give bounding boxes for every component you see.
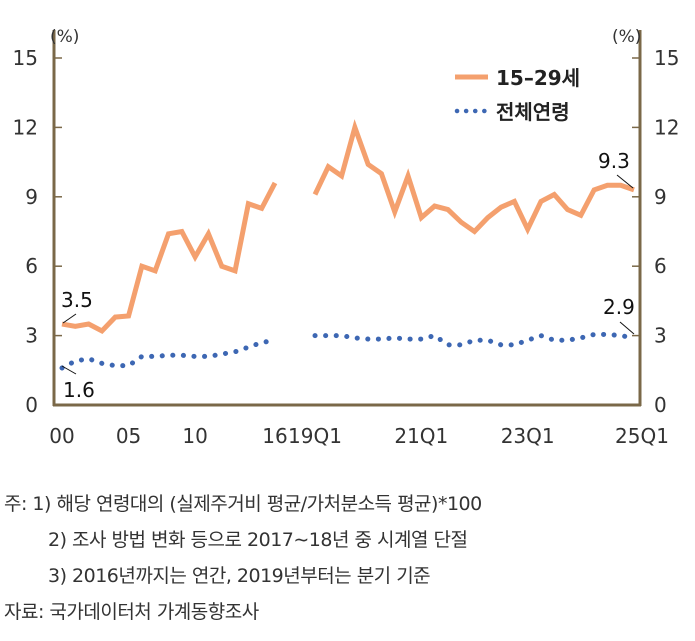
left-unit-label: (%): [50, 27, 79, 47]
x-tick-label: 16: [262, 424, 287, 448]
footnotes: 주: 1) 해당 연령대의 (실제주거비 평균/가처분소득 평균)*100 2)…: [4, 486, 482, 630]
left-tick-label: 0: [25, 393, 38, 417]
note-3: 3) 2016년까지는 연간, 2019년부터는 분기 기준: [48, 565, 431, 587]
left-tick-label: 9: [25, 185, 38, 209]
source: 자료: 국가데이터처 가계동향조사: [4, 601, 259, 623]
note-2: 2) 조사 방법 변화 등으로 2017∼18년 중 시계열 단절: [48, 529, 468, 551]
left-tick-label: 3: [25, 324, 38, 348]
right-tick-label: 15: [654, 46, 679, 70]
right-tick-label: 12: [654, 115, 679, 139]
x-tick-label: 23Q1: [501, 424, 555, 448]
annotation-1.6: 1.6: [63, 378, 95, 402]
right-tick-label: 6: [654, 254, 667, 278]
annotation-2.9: 2.9: [603, 295, 635, 319]
note-1: 주: 1) 해당 연령대의 (실제주거비 평균/가처분소득 평균)*100: [4, 493, 482, 515]
x-tick-label: 10: [182, 424, 207, 448]
series-youth-line: [312, 119, 635, 235]
right-unit-label: (%): [612, 27, 641, 47]
left-tick-label: 6: [25, 254, 38, 278]
series-youth-line: [61, 181, 278, 335]
x-tick-label: 05: [116, 424, 141, 448]
x-tick-label: 21Q1: [394, 424, 448, 448]
x-tick-label: 00: [49, 424, 74, 448]
annotation-9.3: 9.3: [598, 149, 630, 173]
legend: 15–29세 전체연령: [454, 66, 580, 124]
legend-all: 전체연령: [496, 100, 570, 124]
annotations: 3.5 1.6 9.3 2.9: [61, 149, 635, 402]
x-tick-label: 25Q1: [615, 424, 669, 448]
left-tick-label: 12: [13, 115, 38, 139]
series-all-line: [312, 331, 637, 348]
left-tick-label: 15: [13, 46, 38, 70]
legend-youth: 15–29세: [496, 66, 580, 90]
x-tick-label: 19Q1: [288, 424, 342, 448]
right-tick-label: 3: [654, 324, 667, 348]
right-tick-label: 9: [654, 185, 667, 209]
annotation-3.5: 3.5: [61, 288, 93, 312]
right-tick-label: 0: [654, 393, 667, 417]
series-all-line: [59, 337, 278, 371]
